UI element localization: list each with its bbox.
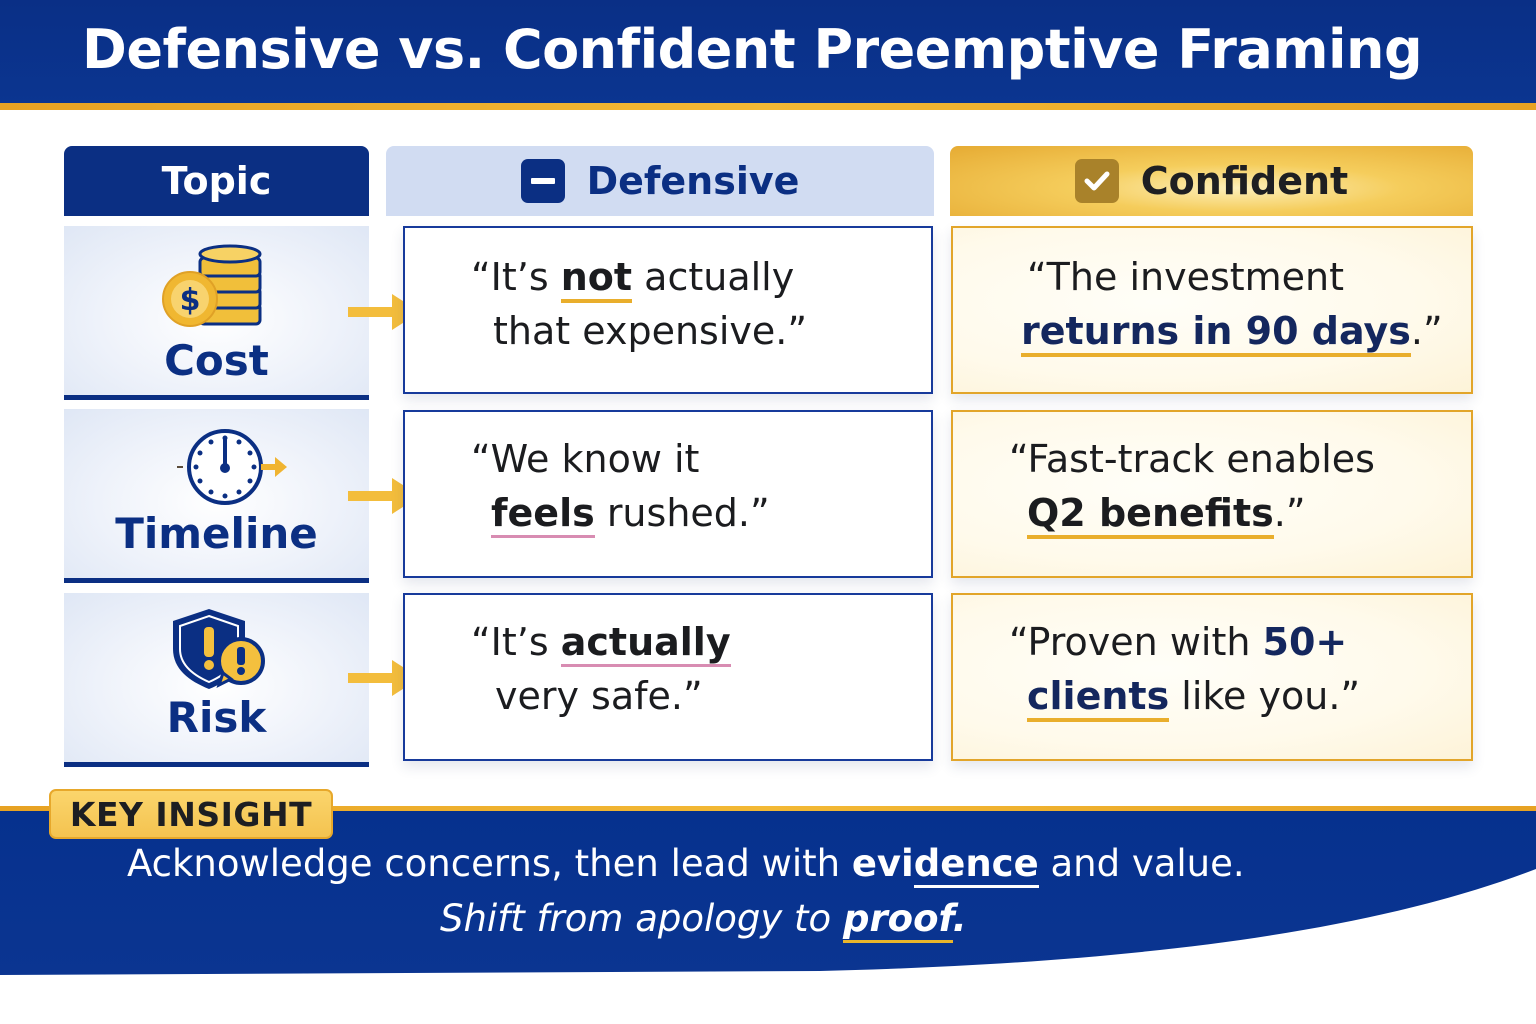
svg-text:$: $ <box>179 283 200 318</box>
statement-text: that expensive.” <box>493 309 808 353</box>
topic-cell-timeline: Timeline <box>64 409 369 583</box>
topic-label: Timeline <box>115 509 318 558</box>
insight-text: Shift from apology to <box>440 897 843 940</box>
statement-text: “It’s <box>471 620 561 664</box>
statement-text: “We know it <box>471 437 700 481</box>
defensive-statement-risk: “It’s actually very safe.” <box>403 593 933 761</box>
column-header-confident-label: Confident <box>1140 159 1349 203</box>
minus-square-icon <box>520 159 565 203</box>
emphasis-word: feels <box>491 491 595 538</box>
confident-statement-risk: “Proven with 50+ clients like you.” <box>951 593 1473 761</box>
emphasis-word: dence <box>913 842 1039 888</box>
emphasis-word: proof <box>842 897 953 943</box>
insight-text: and value. <box>1038 842 1245 885</box>
defensive-statement-cost: “It’s not actually that expensive.” <box>403 226 933 394</box>
clock-forward-icon <box>176 429 287 505</box>
insight-text: . <box>952 897 967 940</box>
column-header-topic: Topic <box>64 146 369 216</box>
defensive-statement-timeline: “We know it feels rushed.” <box>403 410 933 578</box>
emphasis-number: 50+ <box>1262 620 1348 664</box>
statement-text: actually <box>632 255 795 299</box>
page-title: Defensive vs. Confident Preemptive Frami… <box>82 18 1423 81</box>
coins-dollar-icon: $ <box>161 244 261 327</box>
column-header-confident: Confident <box>950 146 1473 216</box>
statement-text: .” <box>1273 491 1306 535</box>
emphasis-word: clients <box>1027 674 1170 722</box>
topic-cell-cost: $ Cost <box>64 226 369 400</box>
title-gold-rule <box>0 103 1536 110</box>
topic-label: Risk <box>166 693 267 742</box>
topic-cell-risk: Risk <box>64 593 369 767</box>
emphasis-word: evi <box>851 842 914 885</box>
statement-text: “Fast-track enables <box>1009 437 1375 481</box>
insight-gold-rule <box>0 806 1536 812</box>
statement-text: “The investment <box>1027 255 1345 299</box>
key-insight-badge: KEY INSIGHT <box>49 789 333 839</box>
confident-statement-cost: “The investment returns in 90 days.” <box>951 226 1473 394</box>
topic-label: Cost <box>164 336 269 385</box>
statement-text: very safe.” <box>495 674 703 718</box>
column-header-topic-label: Topic <box>161 159 272 203</box>
title-banner: Defensive vs. Confident Preemptive Frami… <box>0 0 1536 104</box>
shield-alert-icon <box>172 609 265 689</box>
confident-statement-timeline: “Fast-track enables Q2 benefits.” <box>951 410 1473 578</box>
statement-text: rushed.” <box>594 491 770 535</box>
emphasis-phrase: Q2 benefits <box>1027 491 1274 539</box>
emphasis-phrase: returns in 90 days <box>1021 309 1411 357</box>
insight-text-line2: Shift from apology to proof. <box>440 897 967 943</box>
emphasis-word: not <box>560 255 633 303</box>
insight-banner <box>0 811 1536 975</box>
check-square-icon <box>1074 159 1119 203</box>
statement-text: like you.” <box>1169 674 1361 718</box>
emphasis-word: actually <box>560 620 731 667</box>
insight-text: Acknowledge concerns, then lead with <box>127 842 852 885</box>
insight-text-line1: Acknowledge concerns, then lead with evi… <box>127 842 1245 888</box>
statement-text: .” <box>1410 309 1443 353</box>
statement-text: “It’s <box>471 255 561 299</box>
statement-text: “Proven with <box>1009 620 1263 664</box>
column-header-defensive-label: Defensive <box>586 159 800 203</box>
column-header-defensive: Defensive <box>386 146 934 216</box>
